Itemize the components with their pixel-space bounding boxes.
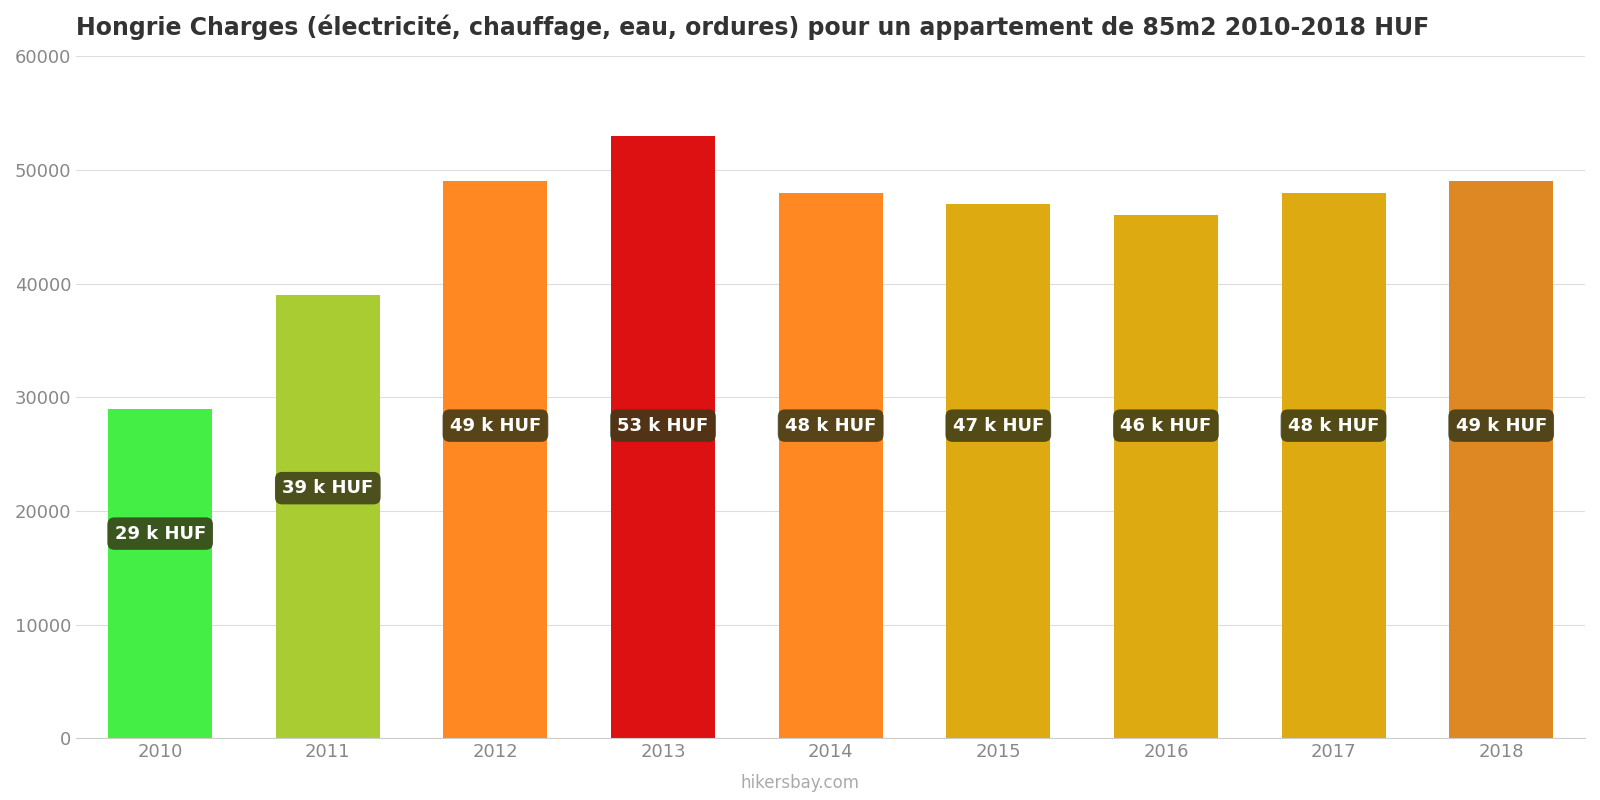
Text: 48 k HUF: 48 k HUF [1288,417,1379,434]
Bar [611,136,715,738]
Text: 29 k HUF: 29 k HUF [115,525,206,542]
Text: 53 k HUF: 53 k HUF [618,417,709,434]
Bar [275,295,379,738]
Bar [779,193,883,738]
Bar [1282,193,1386,738]
Bar [109,409,213,738]
Bar [1450,182,1554,738]
Text: 46 k HUF: 46 k HUF [1120,417,1211,434]
Bar [946,204,1050,738]
Text: 48 k HUF: 48 k HUF [786,417,877,434]
Bar [1114,215,1218,738]
Text: 49 k HUF: 49 k HUF [450,417,541,434]
Bar [443,182,547,738]
Text: hikersbay.com: hikersbay.com [741,774,859,792]
Text: 49 k HUF: 49 k HUF [1456,417,1547,434]
Text: 47 k HUF: 47 k HUF [952,417,1043,434]
Text: 39 k HUF: 39 k HUF [282,479,373,497]
Text: Hongrie Charges (électricité, chauffage, eau, ordures) pour un appartement de 85: Hongrie Charges (électricité, chauffage,… [77,15,1430,41]
